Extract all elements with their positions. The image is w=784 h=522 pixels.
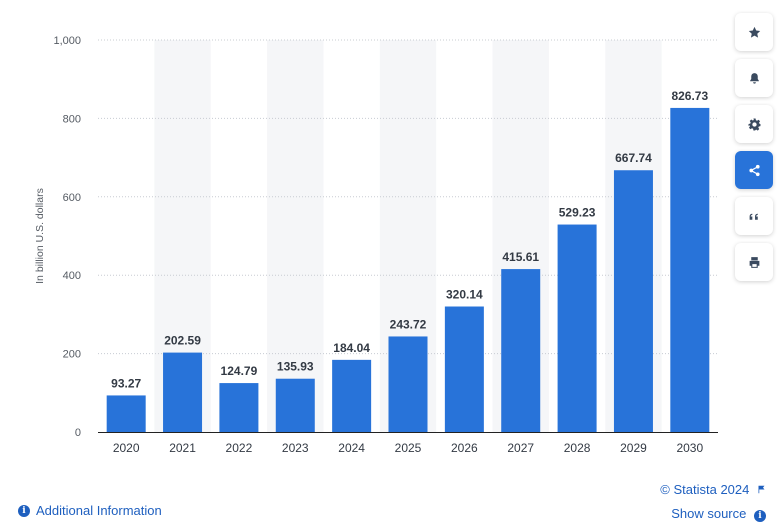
- bar: [332, 359, 372, 432]
- additional-information-label: Additional Information: [36, 503, 162, 518]
- flag-icon: [758, 485, 765, 494]
- bell-icon: [749, 72, 759, 84]
- data-label: 243.72: [390, 317, 427, 331]
- y-tick-label: 800: [63, 113, 81, 125]
- share-icon: [748, 164, 760, 176]
- cite-button[interactable]: [735, 197, 773, 235]
- bar: [444, 306, 484, 432]
- copyright-link[interactable]: © Statista 2024: [660, 482, 766, 497]
- x-tick-label: 2025: [395, 441, 422, 455]
- y-axis-label: In billion U.S. dollars: [34, 188, 46, 284]
- y-tick-label: 400: [63, 270, 81, 282]
- data-label: 184.04: [333, 341, 370, 355]
- bar: [670, 107, 710, 432]
- bar: [275, 378, 315, 432]
- data-label: 202.59: [164, 334, 201, 348]
- info-icon: i: [18, 504, 30, 517]
- notification-button[interactable]: [735, 59, 773, 97]
- bar: [219, 383, 259, 432]
- copyright-text: © Statista 2024: [660, 482, 750, 497]
- x-tick-label: 2023: [282, 441, 309, 455]
- additional-information-link[interactable]: i Additional Information: [18, 503, 162, 518]
- y-tick-label: 600: [63, 192, 81, 204]
- bar: [557, 224, 597, 432]
- share-button[interactable]: [735, 151, 773, 189]
- y-tick-label: 0: [75, 427, 81, 439]
- x-tick-label: 2028: [564, 441, 591, 455]
- bar-chart: 0 200 400 600 800 1,000 In billion U.S. dollar…: [34, 35, 718, 455]
- data-label: 93.27: [111, 376, 141, 390]
- show-source-link[interactable]: Show source i: [671, 506, 766, 522]
- bar: [163, 352, 203, 432]
- y-tick-label: 1,000: [53, 35, 81, 47]
- data-label: 415.61: [502, 250, 539, 264]
- x-tick-label: 2026: [451, 441, 478, 455]
- settings-button[interactable]: [735, 105, 773, 143]
- background-band: [267, 40, 324, 432]
- x-tick-label: 2027: [507, 441, 534, 455]
- gear-icon: [748, 118, 760, 131]
- x-tick-label: 2022: [226, 441, 253, 455]
- x-tick-label: 2029: [620, 441, 647, 455]
- favorite-button[interactable]: [735, 13, 773, 51]
- show-source-label: Show source: [671, 506, 747, 521]
- data-label: 826.73: [671, 89, 708, 103]
- x-tick-label: 2020: [113, 441, 140, 455]
- print-icon: [749, 256, 759, 268]
- bar: [613, 170, 653, 433]
- x-tick-label: 2030: [676, 441, 703, 455]
- bar: [106, 395, 146, 432]
- data-label: 135.93: [277, 360, 314, 374]
- quote-icon: [749, 213, 758, 220]
- bar: [388, 336, 428, 432]
- x-tick-label: 2021: [169, 441, 196, 455]
- info-icon: i: [754, 510, 766, 522]
- data-label: 667.74: [615, 151, 652, 165]
- y-tick-label: 200: [63, 349, 81, 361]
- x-tick-label: 2024: [338, 441, 365, 455]
- data-label: 124.79: [221, 364, 258, 378]
- bar: [501, 269, 541, 432]
- data-label: 320.14: [446, 288, 483, 302]
- star-icon: [748, 26, 760, 38]
- data-label: 529.23: [559, 206, 596, 220]
- print-button[interactable]: [735, 243, 773, 281]
